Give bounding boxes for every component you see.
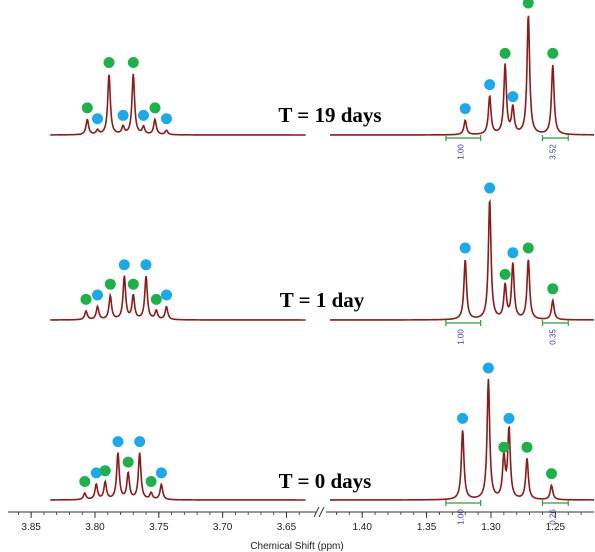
spectrum-line-left [50,275,306,321]
peak-marker-green [104,278,116,290]
peak-marker-green [145,476,157,487]
peak-marker-blue [134,436,146,448]
x-tick-label: 1.30 [481,522,501,533]
peak-marker-blue [90,467,102,479]
peak-marker-green [103,57,115,68]
peak-marker-green [127,278,139,290]
integral-label: 1.00 [456,329,465,345]
panel-label: T = 0 days [279,469,372,493]
x-axis: 3.85 3.80 3.75 3.70 3.65 1.40 1.35 1.30 1.25 Che… [8,506,594,552]
peak-marker-green [547,47,559,59]
peak-marker-green [499,47,511,59]
peak-marker-blue [459,103,471,115]
x-tick-label: 1.35 [417,522,437,533]
peak-marker-green [99,465,111,477]
integral-bracket: 3.52 [541,135,569,160]
peak-marker-blue [484,79,496,91]
peak-marker-green [122,456,134,468]
peak-marker-blue [155,467,167,479]
spectrum-line-right [330,378,594,501]
peak-marker-green [522,242,534,254]
x-tick-label: 3.85 [21,522,41,533]
spectrum-line-left [50,452,306,501]
x-axis-title: Chemical Shift (ppm) [250,541,343,552]
integral-label: 0.26 [548,509,557,525]
spectrum-panel: 1.00 0.35 T = 1 day [50,182,594,345]
peak-marker-green [546,468,557,480]
peak-marker-blue [457,412,469,424]
integral-label: 0.35 [548,329,557,345]
peak-marker-blue [459,242,471,254]
peak-marker-green [81,102,93,114]
x-tick-label: 3.65 [277,522,297,533]
peak-marker-blue [484,182,496,194]
peak-marker-green [150,293,162,305]
spectrum-panel: 1.00 0.26 T = 0 days [50,362,594,525]
peak-marker-blue [112,436,124,448]
peak-marker-blue [507,247,519,259]
peak-marker-blue [92,289,103,301]
spectrum-line-left [50,73,306,136]
peak-marker-green [79,476,91,487]
integral-bracket: 1.00 [445,500,482,525]
peak-marker-green [498,441,510,453]
integral-bracket: 0.26 [541,500,569,525]
spectrum-panel: 1.00 3.52 T = 19 days [50,0,594,160]
x-tick-label: 3.70 [213,522,233,533]
peak-marker-blue [117,109,129,121]
peak-marker-blue [507,91,519,103]
panel-label: T = 1 day [280,288,365,312]
axis-break-mark [313,506,325,518]
peak-marker-green [127,57,139,68]
peak-marker-blue [161,289,172,301]
x-tick-label: 3.75 [149,522,169,533]
peak-marker-green [521,441,533,453]
integral-label: 1.00 [456,509,465,525]
spectrum-line-right [330,15,594,136]
x-tick-label: 1.40 [352,522,372,533]
integral-bracket: 1.00 [445,135,482,160]
peak-marker-blue [503,412,515,424]
integral-bracket: 0.35 [541,320,569,345]
peak-marker-green [522,0,534,9]
peak-marker-blue [161,113,172,125]
peak-marker-green [547,283,559,295]
peak-marker-blue [138,109,149,121]
peak-marker-blue [140,259,152,271]
peak-marker-blue [482,362,494,374]
integral-bracket: 1.00 [445,320,482,345]
spectrum-line-right [330,198,594,321]
panel-label: T = 19 days [278,103,381,127]
x-tick-label: 3.80 [85,522,105,533]
integral-label: 3.52 [548,144,557,160]
peak-marker-green [80,293,92,305]
peak-marker-green [149,102,161,114]
integral-label: 1.00 [456,144,465,160]
x-tick-label: 1.25 [546,522,566,533]
peak-marker-blue [118,259,130,271]
peak-marker-blue [92,113,103,125]
x-axis-ticks: 3.85 3.80 3.75 3.70 3.65 1.40 1.35 1.30 1.25 [17,512,582,533]
peak-marker-green [499,268,511,280]
